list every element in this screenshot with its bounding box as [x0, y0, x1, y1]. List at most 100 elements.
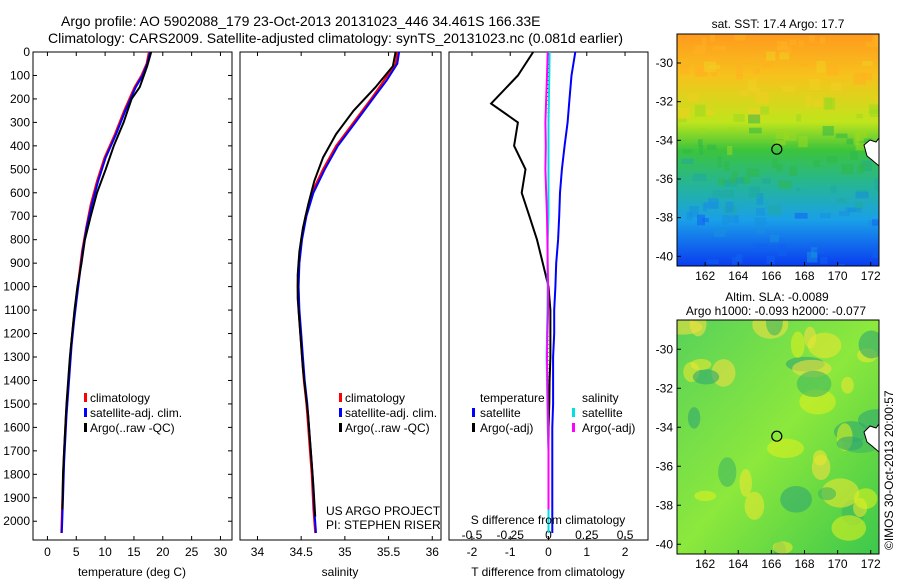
sst-cell — [798, 40, 804, 47]
sla-blob — [772, 541, 793, 554]
x-tick-label: 35.5 — [377, 545, 401, 559]
legend-title-salinity: salinity — [582, 391, 619, 405]
sla-blob — [821, 478, 860, 508]
x-tick-label: 2 — [622, 545, 629, 559]
sst-cell — [872, 219, 879, 226]
sst-cell — [714, 228, 725, 238]
sst-cell — [775, 140, 786, 146]
sst-cell — [717, 156, 722, 169]
s-diff-tick-label: 0 — [545, 528, 552, 542]
sst-cell — [878, 37, 879, 46]
coastline — [863, 137, 879, 167]
lat-tick-label: -32 — [656, 381, 674, 395]
sst-cell — [756, 193, 764, 205]
sst-cell — [819, 37, 826, 44]
sst-cell — [809, 79, 821, 90]
salinity-diff-legend: salinity satellite Argo(-adj) — [572, 391, 635, 435]
sst-cell — [734, 34, 746, 41]
legend-swatch-climatology — [84, 393, 87, 402]
lat-tick-label: -36 — [656, 172, 674, 186]
sst-cell — [827, 64, 839, 76]
sla-title-line-1: Altim. SLA: -0.0089 — [725, 290, 829, 304]
sla-blob — [744, 491, 765, 520]
sst-texture — [677, 34, 879, 266]
legend-label-satellite-adj: satellite-adj. clim. — [345, 406, 437, 420]
imos-credit: ©IMOS 30-Oct-2013 20:00:57 — [882, 390, 896, 550]
t-difference-tick-group: -2 -1 0 1 2 — [467, 52, 629, 559]
sst-cell — [783, 131, 797, 142]
sla-blob — [690, 358, 712, 371]
sst-cell — [770, 234, 779, 243]
sst-cell — [686, 211, 693, 221]
lat-tick-label: -38 — [656, 498, 674, 512]
sst-cell — [816, 61, 826, 73]
depth-tick-label: 1900 — [3, 491, 30, 505]
sst-cell — [845, 207, 856, 212]
sst-cell — [724, 189, 735, 198]
sla-title-line-2: Argo h1000: -0.093 h2000: -0.077 — [686, 304, 866, 318]
sst-cell — [830, 185, 837, 194]
sst-cell — [688, 93, 698, 102]
sla-blob — [766, 320, 783, 336]
sst-cell — [762, 178, 771, 184]
legend-label-climatology: climatology — [90, 391, 150, 405]
sst-cell — [778, 180, 792, 189]
sst-cell — [710, 34, 716, 42]
sst-cell — [859, 162, 871, 170]
sst-cell — [809, 35, 815, 43]
legend-swatch-argo — [84, 423, 87, 432]
sst-cell — [736, 70, 743, 80]
lon-tick-label: 162 — [695, 269, 715, 283]
sst-cell — [727, 215, 738, 223]
x-tick-label: 34.5 — [289, 545, 313, 559]
sst-cell — [748, 114, 761, 124]
sst-cell — [678, 117, 687, 123]
sst-cell — [841, 164, 854, 175]
depth-tick-label: 400 — [10, 139, 30, 153]
sla-blob — [831, 515, 867, 541]
sst-cell — [775, 129, 790, 139]
sst-map-frame — [676, 33, 880, 267]
lat-tick-label: -40 — [656, 249, 674, 263]
difference-panel: -2 -1 0 1 2 -0.5 -0.25 0 0.25 0.5 temperature sa… — [448, 51, 649, 579]
depth-tick-label: 1600 — [3, 420, 30, 434]
sst-cell — [868, 220, 873, 226]
header-line-1: Argo profile: AO 5902088_179 23-Oct-2013… — [61, 13, 541, 29]
lat-tick-label: -30 — [656, 342, 674, 356]
sst-cell — [682, 149, 693, 154]
sst-cell — [807, 251, 818, 263]
sst-cell — [706, 259, 719, 265]
lat-tick-label: -32 — [656, 95, 674, 109]
sst-cell — [830, 82, 842, 91]
sla-blob — [790, 331, 805, 358]
sla-blob — [687, 407, 701, 429]
sla-blob — [836, 436, 864, 451]
lon-tick-label: 166 — [761, 557, 781, 571]
sst-cell — [786, 46, 792, 55]
depth-tick-label: 100 — [10, 68, 30, 82]
depth-tick-label: 1200 — [3, 327, 30, 341]
lon-tick-label: 170 — [828, 269, 848, 283]
sst-cell — [724, 160, 730, 172]
difference-series-group — [489, 51, 577, 533]
sst-cell — [727, 146, 733, 156]
sst-cell — [677, 107, 690, 120]
temperature-tick-group: 0 5 10 15 20 25 30 — [44, 52, 227, 559]
sst-map-title: sat. SST: 17.4 Argo: 17.7 — [712, 17, 845, 31]
sst-cell — [755, 244, 768, 252]
sst-cell — [709, 65, 721, 69]
lat-tick-label: -40 — [656, 537, 674, 551]
sst-cell — [772, 158, 778, 169]
sst-cell — [823, 97, 833, 110]
sla-blob — [694, 490, 717, 502]
sst-cell — [731, 256, 738, 265]
sst-cell — [728, 177, 734, 184]
lat-tick-label: -34 — [656, 420, 674, 434]
sst-cell — [855, 143, 866, 151]
pi-annotation: PI: STEPHEN RISER — [326, 518, 441, 532]
legend-swatch-temperature-satellite — [472, 408, 475, 417]
sst-cell — [796, 114, 802, 122]
sst-cell — [846, 138, 853, 145]
sst-cell — [800, 61, 810, 67]
